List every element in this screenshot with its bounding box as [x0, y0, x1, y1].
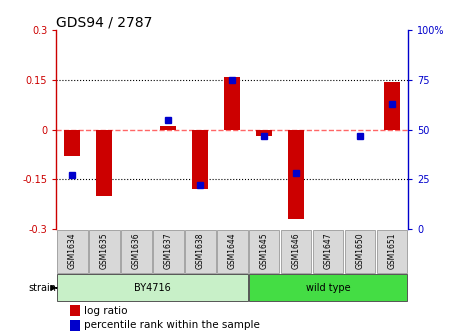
Text: GSM1634: GSM1634: [68, 233, 77, 269]
Text: GSM1638: GSM1638: [196, 233, 204, 269]
Bar: [96, 130, 112, 196]
Text: GSM1637: GSM1637: [164, 233, 173, 269]
FancyBboxPatch shape: [89, 230, 120, 272]
FancyBboxPatch shape: [153, 230, 183, 272]
Text: percentile rank within the sample: percentile rank within the sample: [84, 321, 260, 331]
FancyBboxPatch shape: [121, 230, 151, 272]
FancyBboxPatch shape: [249, 275, 408, 301]
Bar: [384, 82, 400, 130]
FancyBboxPatch shape: [281, 230, 311, 272]
Text: GSM1644: GSM1644: [227, 233, 237, 269]
FancyBboxPatch shape: [345, 230, 375, 272]
Text: GDS94 / 2787: GDS94 / 2787: [56, 15, 152, 29]
FancyBboxPatch shape: [377, 230, 408, 272]
Text: GSM1647: GSM1647: [324, 233, 333, 269]
FancyBboxPatch shape: [185, 230, 216, 272]
Bar: [224, 77, 240, 130]
Bar: [288, 130, 304, 219]
Text: log ratio: log ratio: [84, 305, 128, 316]
Text: GSM1645: GSM1645: [260, 233, 269, 269]
FancyBboxPatch shape: [57, 275, 248, 301]
Bar: [192, 130, 208, 190]
Bar: [256, 130, 272, 136]
Bar: [70, 305, 80, 316]
Bar: [70, 320, 80, 331]
FancyBboxPatch shape: [217, 230, 248, 272]
Bar: [160, 126, 176, 130]
Text: GSM1650: GSM1650: [356, 233, 364, 269]
Text: GSM1635: GSM1635: [100, 233, 109, 269]
Text: wild type: wild type: [306, 283, 350, 293]
Text: GSM1646: GSM1646: [292, 233, 301, 269]
Bar: [64, 130, 80, 156]
Text: strain: strain: [28, 283, 56, 293]
FancyBboxPatch shape: [57, 230, 88, 272]
FancyBboxPatch shape: [249, 230, 280, 272]
Text: GSM1651: GSM1651: [387, 233, 397, 269]
Text: GSM1636: GSM1636: [132, 233, 141, 269]
Text: BY4716: BY4716: [134, 283, 171, 293]
FancyBboxPatch shape: [313, 230, 343, 272]
